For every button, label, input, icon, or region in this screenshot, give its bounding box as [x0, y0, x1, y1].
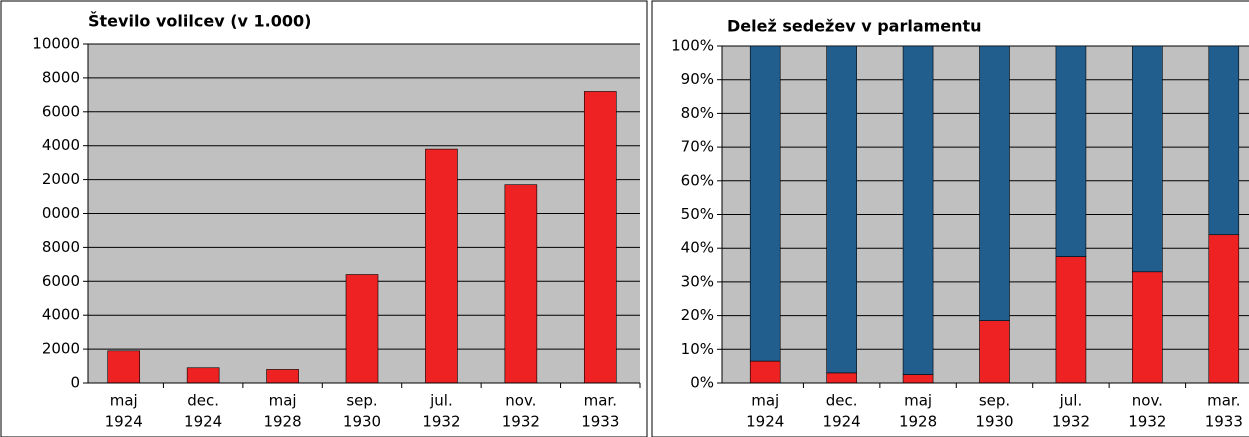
y-tick-label: 70%: [681, 138, 714, 156]
bar-segment: [902, 45, 934, 375]
x-tick-label: maj: [269, 392, 297, 410]
x-tick-label: 1924: [823, 413, 861, 431]
y-tick-label: 20%: [681, 306, 714, 324]
y-tick-label: 6000: [42, 102, 80, 120]
y-tick-label: 100%: [671, 37, 714, 55]
x-tick-label: maj: [904, 392, 932, 410]
x-tick-label: mar.: [1207, 392, 1240, 410]
x-tick-label: 1932: [1128, 413, 1166, 431]
x-tick-label: jul.: [429, 392, 453, 410]
y-tick-label: 2000: [42, 170, 80, 188]
x-tick-label: 1928: [899, 413, 937, 431]
y-tick-label: 0%: [690, 374, 714, 392]
y-tick-label: 40%: [681, 239, 714, 257]
chart-right: Delež sedežev v parlamentu 0% 10% 20% 30% 40%…: [671, 17, 1249, 431]
bar-segment: [749, 360, 781, 384]
bar-segment: [1132, 271, 1163, 384]
y-tick-label: 0000: [42, 204, 80, 222]
x-tick-label: 1924: [746, 413, 784, 431]
x-tick-label: 1932: [422, 413, 460, 431]
y-tick-label: 8000: [42, 238, 80, 256]
chart-title: Delež sedežev v parlamentu: [727, 17, 982, 36]
x-tick-label: sep.: [979, 392, 1010, 410]
bar: [504, 184, 538, 384]
y-tick-label: 4000: [42, 136, 80, 154]
y-tick-label: 2000: [42, 340, 80, 358]
y-tick-label: 8000: [42, 68, 80, 86]
bar: [583, 91, 617, 384]
bar-segment: [1132, 45, 1163, 273]
y-tick-label: 10%: [681, 340, 714, 358]
bar-segment: [979, 45, 1010, 321]
x-tick-label: 1924: [184, 413, 222, 431]
x-tick-label: 1924: [105, 413, 143, 431]
y-tick-label: 50%: [681, 205, 714, 223]
x-tick-label: dec.: [187, 392, 219, 410]
x-tick-label: 1933: [581, 413, 619, 431]
y-tick-label: 10000: [32, 35, 80, 53]
bar: [266, 369, 299, 384]
x-tick-label: nov.: [1132, 392, 1163, 410]
bar: [345, 274, 379, 384]
x-tick-label: 1933: [1205, 413, 1243, 431]
x-tick-label: dec.: [826, 392, 858, 410]
bar-segment: [749, 45, 781, 362]
bar: [107, 350, 141, 384]
x-tick-label: 1932: [1052, 413, 1090, 431]
x-tick-label: 1930: [975, 413, 1013, 431]
y-tick-label: 30%: [681, 272, 714, 290]
bar-segment: [1055, 256, 1087, 384]
x-tick-label: sep.: [346, 392, 377, 410]
y-tick-label: 80%: [681, 104, 714, 122]
bar-segment: [826, 45, 857, 374]
x-tick-label: maj: [110, 392, 138, 410]
chart-title: Število volilcev (v 1.000): [88, 12, 311, 31]
x-tick-label: 1928: [263, 413, 301, 431]
bar-segment: [902, 374, 934, 384]
y-tick-label: 60%: [681, 171, 714, 189]
bar-segment: [1055, 45, 1087, 257]
bar-segment: [826, 372, 857, 384]
x-tick-label: maj: [751, 392, 779, 410]
x-tick-label: jul.: [1059, 392, 1083, 410]
y-tick-label: 90%: [681, 70, 714, 88]
y-tick-label: 4000: [42, 306, 80, 324]
x-tick-label: 1932: [502, 413, 540, 431]
bar: [186, 367, 220, 384]
bar-segment: [979, 320, 1010, 384]
x-tick-label: 1930: [343, 413, 381, 431]
y-tick-label: 6000: [42, 272, 80, 290]
x-tick-label: nov.: [505, 392, 536, 410]
y-tick-label: 0: [70, 374, 80, 392]
bar-segment: [1208, 45, 1240, 236]
bar: [425, 148, 458, 384]
x-tick-label: mar.: [584, 392, 617, 410]
chart-left: Število volilcev (v 1.000) 0 2000 4000 6000 8…: [32, 12, 641, 431]
bar-segment: [1208, 234, 1240, 384]
